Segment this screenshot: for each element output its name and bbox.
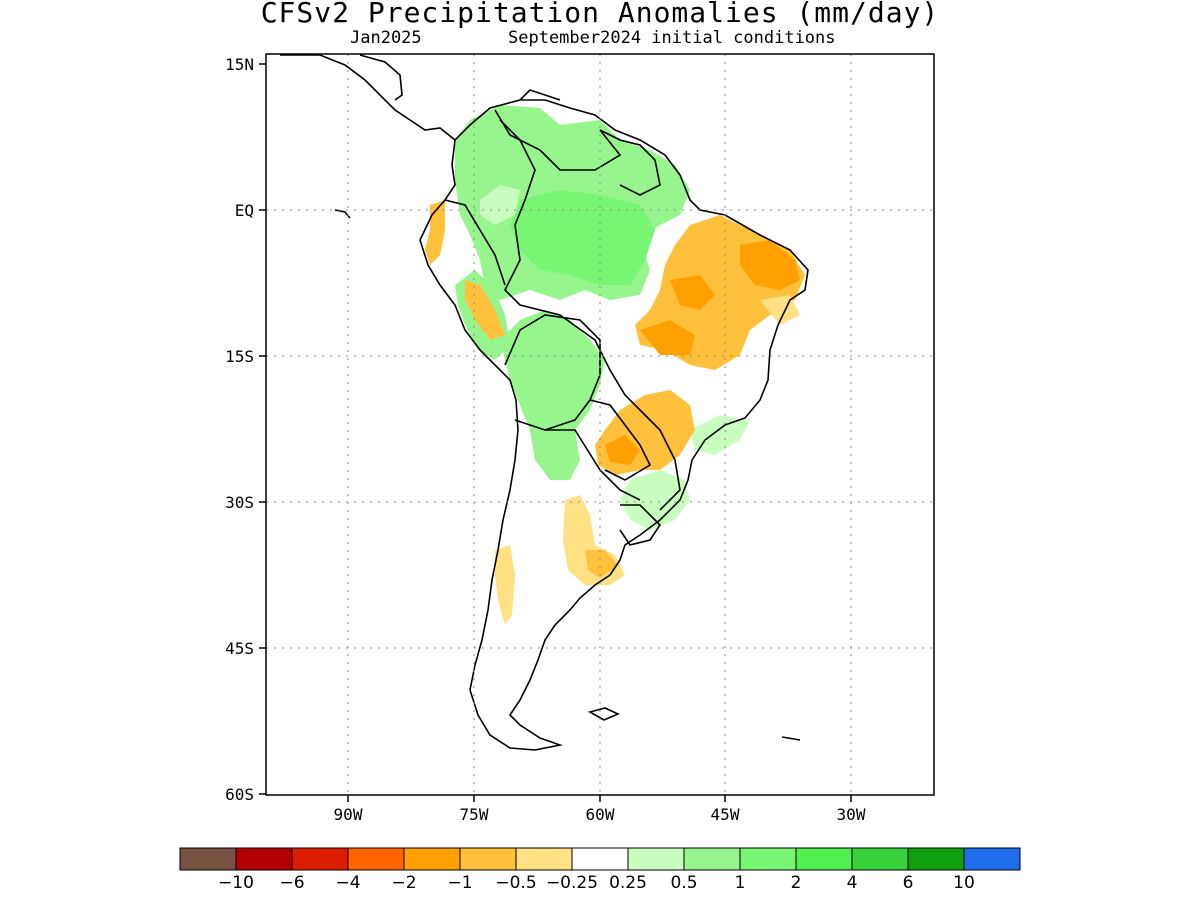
guyana-border [599, 129, 661, 196]
lat-label: 15S [225, 347, 254, 366]
colorbar-swatch [403, 847, 461, 871]
coastlines [280, 54, 809, 751]
paraguay-border [589, 399, 652, 481]
chart-title: CFSv2 Precipitation Anomalies (mm/day) [260, 0, 940, 29]
colorbar-label: 4 [847, 873, 858, 893]
colorbar-swatch [235, 847, 293, 871]
colorbar-label: 0.5 [670, 873, 697, 893]
lat-label: EQ [235, 201, 254, 220]
peru-dry-region [465, 280, 505, 340]
bolivia-border [504, 314, 601, 431]
colorbar-swatch [571, 847, 629, 871]
longitude-labels: 90W 75W 60W 45W 30W [334, 805, 866, 824]
colorbar [179, 847, 1021, 871]
colorbar-swatch [179, 847, 237, 871]
colorbar-swatch [739, 847, 797, 871]
south-america-coastline [419, 99, 809, 751]
bolivia-wet-region [500, 310, 605, 480]
initial-conditions-label: September2024 initial conditions [508, 28, 836, 48]
colorbar-label: 1 [735, 873, 746, 893]
colorbar-swatch [851, 847, 909, 871]
colorbar-swatch [795, 847, 853, 871]
falkland-islands [587, 707, 620, 721]
lat-label: 30S [225, 493, 254, 512]
colorbar-swatch [907, 847, 965, 871]
east-brazil-wet-region [690, 415, 750, 455]
lon-label: 75W [460, 805, 489, 824]
forecast-month: Jan2025 [350, 28, 422, 48]
peru-border [444, 199, 506, 286]
axis-ticks [259, 63, 852, 802]
colorbar-label: 10 [953, 873, 975, 893]
colorbar-swatch [347, 847, 405, 871]
gridlines [266, 54, 934, 795]
caribbean-coast [519, 89, 561, 101]
central-brazil-dry-core [670, 275, 715, 310]
venezuela-border [494, 109, 622, 171]
brazil-border [499, 119, 681, 511]
central-america-coastline [280, 54, 456, 141]
argentina-border [514, 419, 641, 501]
colorbar-swatch [459, 847, 517, 871]
lon-label: 30W [837, 805, 866, 824]
colorbar-label: 0.25 [609, 873, 647, 893]
paraguay-dry-core [605, 435, 640, 465]
colorbar-swatch [291, 847, 349, 871]
chile-dry-region [495, 545, 515, 625]
central-america-coastline-north [359, 54, 403, 101]
lat-label: 15N [225, 55, 254, 74]
ecuador-dry-region [425, 200, 445, 265]
colorbar-label: 2 [791, 873, 802, 893]
paraguay-dry-region [595, 390, 695, 475]
galapagos-islands [334, 209, 351, 219]
colorbar-label: −0.5 [495, 873, 536, 893]
amazon-wet-core [510, 190, 655, 285]
lon-label: 90W [334, 805, 363, 824]
colorbar-swatch [963, 847, 1021, 871]
latitude-labels: 15N EQ 15S 30S 45S 60S [225, 55, 254, 804]
colorbar-swatch [627, 847, 685, 871]
colorbar-labels: −10 −6 −4 −2 −1 −0.5 −0.25 0.25 0.5 1 2 4 6 10 [218, 873, 975, 893]
central-brazil-dry-core-2 [640, 320, 695, 355]
colorbar-swatch [515, 847, 573, 871]
colorbar-label: 6 [903, 873, 914, 893]
south-georgia [781, 736, 801, 741]
ne-brazil-light-dry [760, 295, 800, 325]
colorbar-label: −6 [279, 873, 304, 893]
colorbar-swatch [683, 847, 741, 871]
amazon-light-wet [480, 185, 520, 225]
lon-label: 45W [711, 805, 740, 824]
anomaly-shading [425, 105, 805, 625]
colorbar-label: −1 [447, 873, 472, 893]
ne-brazil-dry-core [740, 240, 800, 290]
lat-label: 45S [225, 639, 254, 658]
argentina-dry-core [585, 550, 618, 578]
lon-label: 60W [586, 805, 615, 824]
lat-label: 60S [225, 785, 254, 804]
colorbar-label: −0.25 [546, 873, 598, 893]
colorbar-label: −4 [335, 873, 360, 893]
uruguay-border [619, 504, 662, 546]
colorbar-label: −2 [391, 873, 416, 893]
colorbar-label: −10 [218, 873, 254, 893]
south-brazil-wet-region [620, 470, 690, 530]
